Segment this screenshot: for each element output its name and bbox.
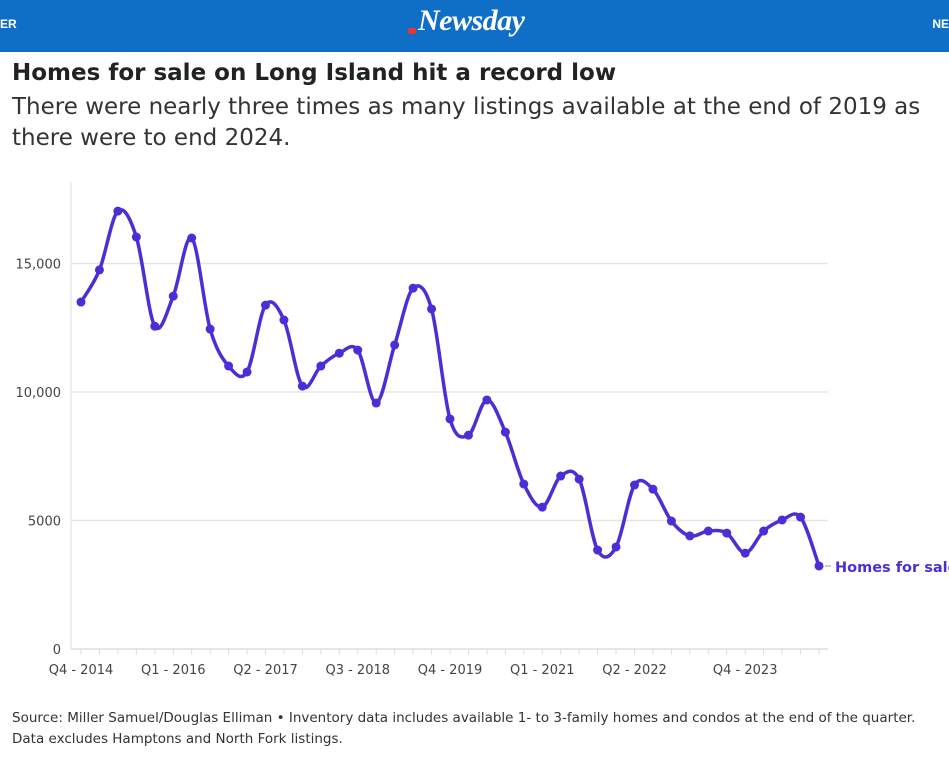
- data-point: [261, 300, 270, 310]
- y-tick-label: 5000: [28, 515, 61, 530]
- data-point: [482, 395, 492, 405]
- data-point: [131, 232, 141, 242]
- nav-edge-right[interactable]: NE: [932, 17, 949, 31]
- data-point: [463, 430, 473, 440]
- data-point: [242, 367, 252, 377]
- x-tick-label: Q1 - 2016: [141, 663, 206, 678]
- data-point: [574, 474, 584, 484]
- data-point: [814, 561, 824, 571]
- data-point: [500, 427, 510, 437]
- series-label: Homes for sale: [835, 560, 949, 576]
- data-point: [556, 471, 566, 481]
- x-tick-label: Q3 - 2018: [325, 663, 390, 678]
- x-tick-label: Q2 - 2022: [602, 663, 667, 678]
- source-line-2: Data excludes Hamptons and North Fork li…: [12, 731, 343, 747]
- data-point: [113, 206, 123, 216]
- data-point: [722, 528, 732, 538]
- y-tick-label: 0: [53, 643, 61, 658]
- data-point: [777, 515, 787, 525]
- data-point: [759, 526, 769, 536]
- data-point: [519, 479, 529, 489]
- source-note: Source: Miller Samuel/Douglas Elliman • …: [12, 708, 915, 750]
- data-point: [427, 304, 437, 314]
- x-tick-label: Q4 - 2023: [713, 663, 778, 678]
- data-point: [685, 531, 695, 541]
- data-point: [648, 484, 658, 494]
- x-tick-label: Q4 - 2019: [418, 663, 483, 678]
- data-point: [593, 545, 603, 555]
- data-point: [630, 480, 639, 490]
- data-point: [316, 361, 326, 371]
- data-point: [796, 512, 806, 522]
- chart-title: Homes for sale on Long Island hit a reco…: [12, 60, 617, 86]
- newsday-logo[interactable]: Newsday: [418, 4, 525, 37]
- source-line-1: Source: Miller Samuel/Douglas Elliman • …: [12, 710, 916, 726]
- x-tick-label: Q2 - 2017: [233, 663, 298, 678]
- data-point: [224, 361, 234, 371]
- chart-subtitle: There were nearly three times as many li…: [12, 94, 921, 151]
- x-tick-label: Q1 - 2021: [510, 663, 575, 678]
- data-point: [703, 526, 713, 536]
- data-point: [445, 414, 455, 424]
- data-point: [371, 398, 381, 408]
- data-point: [187, 233, 197, 243]
- y-tick-label: 15,000: [16, 258, 62, 273]
- data-point: [740, 548, 750, 558]
- data-point: [168, 291, 178, 301]
- data-point: [279, 315, 289, 325]
- x-tick-label: Q4 - 2014: [49, 663, 114, 678]
- data-point: [150, 321, 160, 331]
- data-point: [390, 340, 400, 350]
- data-point: [537, 502, 547, 512]
- data-point: [408, 283, 418, 293]
- data-point: [334, 348, 344, 358]
- nav-edge-left[interactable]: ER: [0, 17, 17, 31]
- data-point: [205, 324, 215, 334]
- data-point: [666, 516, 676, 526]
- data-point: [353, 345, 363, 355]
- y-tick-label: 10,000: [16, 386, 62, 401]
- data-point: [94, 265, 104, 275]
- logo-mark-icon: [408, 28, 416, 34]
- data-point: [297, 381, 307, 391]
- data-point: [76, 297, 86, 307]
- line-chart: 0 5000 10,000 15,000 Q4 - 2014 Q1 - 2016 Q2 - …: [16, 182, 949, 678]
- site-header: ER Newsday NE: [0, 0, 949, 52]
- data-point: [611, 542, 621, 552]
